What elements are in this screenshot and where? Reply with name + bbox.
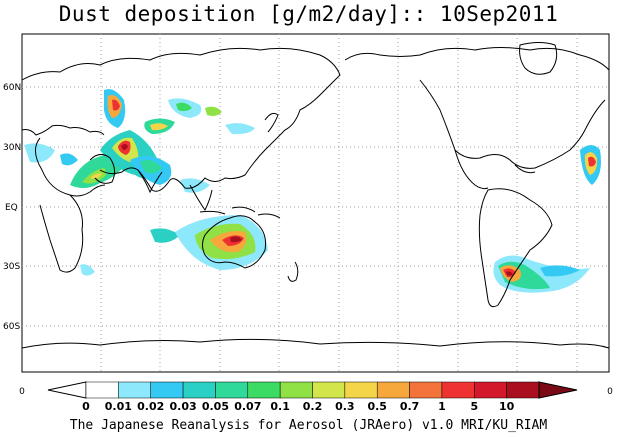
- colorbar-label: 0.01: [105, 400, 132, 413]
- map-frame: [21, 33, 610, 373]
- colorbar-label: 0.02: [137, 400, 164, 413]
- colorbar-label: 0.7: [400, 400, 420, 413]
- colorbar-label: 0.05: [202, 400, 229, 413]
- coast-europe: [21, 124, 105, 136]
- coast-eurasia: [21, 47, 341, 192]
- coast-antarctica: [21, 338, 610, 349]
- lat-label-30n: 30N: [3, 143, 21, 153]
- map-title: Dust deposition [g/m2/day]:: 10Sep2011: [58, 2, 559, 26]
- colorbar-box: [85, 381, 119, 399]
- colorbar-label: 1: [438, 400, 446, 413]
- colorbar-label: 0.1: [270, 400, 290, 413]
- colorbar-box: [409, 381, 443, 399]
- colorbar-label: 0.03: [170, 400, 197, 413]
- colorbar-label: 0.07: [234, 400, 261, 413]
- colorbar-right-end: 0: [607, 387, 613, 397]
- coast-africa: [35, 137, 84, 273]
- colorbar-box: [247, 381, 281, 399]
- coast-japan: [264, 112, 279, 133]
- lat-label-eq: EQ: [5, 203, 18, 213]
- colorbar-box: [279, 381, 313, 399]
- colorbar-box: [344, 381, 378, 399]
- colorbar-right-arrow: [538, 381, 578, 399]
- lat-label-60s: 60S: [3, 322, 20, 332]
- colorbar-box: [118, 381, 151, 399]
- colorbar-left-arrow: [47, 381, 87, 399]
- colorbar-label: 5: [470, 400, 478, 413]
- dust-fields: [24, 89, 601, 293]
- colorbar: 0 0.01 0.02 0.03 0.05 0.07 0.1 0.2 0.3 0.5 0.7 1 5 10…: [19, 381, 613, 413]
- coast-north-america: [344, 47, 610, 169]
- coast-australia: [202, 215, 266, 269]
- colorbar-label: 0.3: [335, 400, 355, 413]
- dust-west-africa: [24, 143, 55, 163]
- colorbar-box: [506, 381, 540, 399]
- footer-credit: The Japanese Reanalysis for Aerosol (JRA…: [69, 418, 548, 433]
- colorbar-left-end: 0: [19, 387, 25, 397]
- colorbar-box: [474, 381, 507, 399]
- coastlines: [21, 42, 610, 349]
- colorbar-box: [150, 381, 184, 399]
- coast-south-america: [478, 188, 553, 308]
- lat-label-30s: 30S: [3, 262, 20, 272]
- colorbar-box: [376, 381, 410, 399]
- colorbar-label: 10: [499, 400, 515, 413]
- coast-indonesia: [199, 206, 281, 219]
- colorbar-label: 0.5: [367, 400, 387, 413]
- colorbar-label: 0.2: [303, 400, 323, 413]
- colorbar-box: [182, 381, 216, 399]
- colorbar-label: 0: [82, 400, 90, 413]
- coast-greenland: [519, 42, 558, 75]
- lat-label-60n: 60N: [3, 83, 21, 93]
- colorbar-box: [215, 381, 249, 399]
- grid-lines: [22, 34, 609, 372]
- colorbar-box: [441, 381, 475, 399]
- colorbar-box: [312, 381, 346, 399]
